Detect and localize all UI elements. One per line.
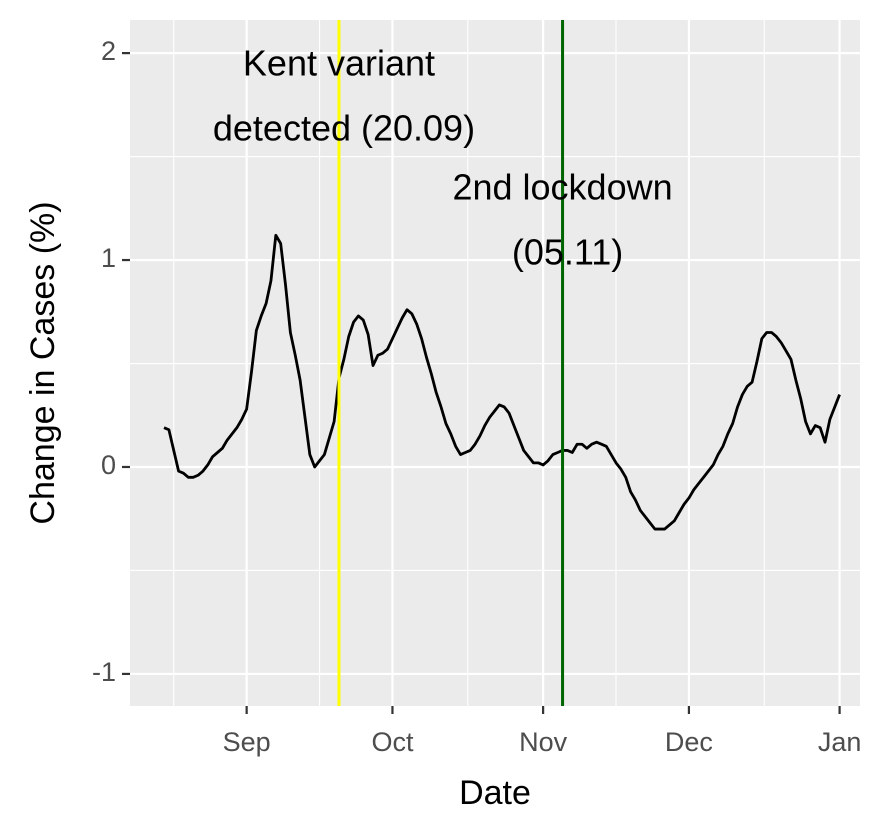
x-tick-label: Nov xyxy=(519,727,568,757)
x-axis-title: Date xyxy=(459,774,531,812)
y-tick-label: 0 xyxy=(101,450,116,480)
annotation: (05.11) xyxy=(512,232,623,273)
annotation: Kent variant xyxy=(243,43,435,84)
annotations: Kent variant detected (20.09) 2nd lockdown… xyxy=(213,43,673,273)
marks xyxy=(163,20,841,706)
y-axis-title: Change in Cases (%) xyxy=(24,201,62,524)
x-tick-label: Jan xyxy=(818,727,862,757)
y-tick-label: 2 xyxy=(101,36,116,66)
data-line xyxy=(163,233,841,531)
x-tick-label: Oct xyxy=(371,727,414,757)
annotation: detected (20.09) xyxy=(213,108,475,149)
x-tick-label: Sep xyxy=(223,727,271,757)
axes: -1 0 1 2 Sep Oct Nov Dec Jan xyxy=(92,36,861,757)
x-tick-label: Dec xyxy=(665,727,713,757)
annotation: 2nd lockdown xyxy=(452,167,672,208)
y-tick-label: 1 xyxy=(101,243,116,273)
grid xyxy=(130,20,860,706)
y-tick-label: -1 xyxy=(92,657,116,687)
